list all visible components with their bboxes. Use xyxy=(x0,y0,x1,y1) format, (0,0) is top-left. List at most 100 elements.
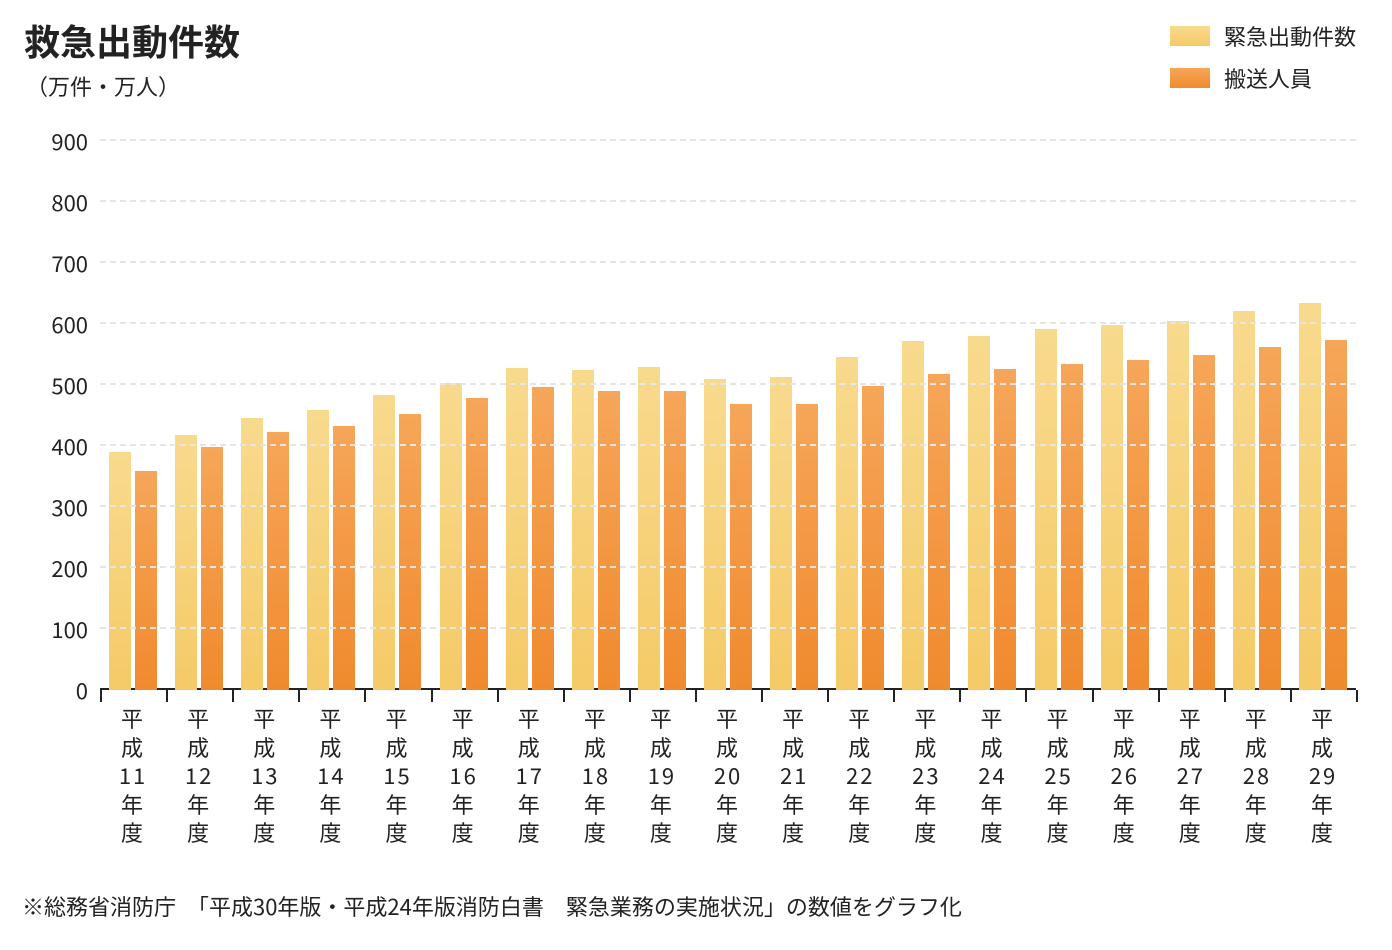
y-tick-label: 0 xyxy=(76,674,100,706)
bar-group xyxy=(629,110,695,690)
x-tick xyxy=(761,690,763,702)
bar-series1 xyxy=(968,336,990,690)
bar-series2 xyxy=(201,447,223,690)
x-tick xyxy=(629,690,631,702)
x-axis-label: 平成27年度 xyxy=(1158,704,1224,847)
bar-series1 xyxy=(572,370,594,690)
bar-series1 xyxy=(902,341,924,690)
x-axis-label: 平成23年度 xyxy=(893,704,959,847)
grid-line xyxy=(100,444,1356,446)
x-axis-label: 平成26年度 xyxy=(1092,704,1158,847)
x-tick xyxy=(298,690,300,702)
bar-series1 xyxy=(1101,325,1123,690)
footnote: ※総務省消防庁 「平成30年版・平成24年版消防白書 緊急業務の実施状況」の数値… xyxy=(22,890,962,922)
x-axis-label: 平成16年度 xyxy=(431,704,497,847)
chart-container: 救急出動件数 （万件・万人） 緊急出動件数 搬送人員 0100200300400… xyxy=(0,0,1392,950)
bar-group xyxy=(1290,110,1356,690)
bar-group xyxy=(761,110,827,690)
x-tick xyxy=(497,690,499,702)
y-tick-label: 600 xyxy=(51,308,100,340)
x-tick xyxy=(1025,690,1027,702)
x-axis-label: 平成17年度 xyxy=(497,704,563,847)
grid-line xyxy=(100,322,1356,324)
x-axis-labels: 平成11年度平成12年度平成13年度平成14年度平成15年度平成16年度平成17… xyxy=(100,704,1356,847)
y-tick-label: 300 xyxy=(51,491,100,523)
bar-group xyxy=(298,110,364,690)
bar-series2 xyxy=(928,374,950,690)
bar-series1 xyxy=(836,357,858,690)
x-tick xyxy=(563,690,565,702)
x-tick xyxy=(1290,690,1292,702)
x-tick xyxy=(100,690,102,702)
bar-series2 xyxy=(862,386,884,690)
bar-series2 xyxy=(730,404,752,690)
grid-line xyxy=(100,139,1356,141)
x-tick xyxy=(431,690,433,702)
legend-item-series1: 緊急出動件数 xyxy=(1170,20,1356,52)
bar-group xyxy=(1158,110,1224,690)
y-axis-label: （万件・万人） xyxy=(26,70,180,102)
x-axis-label: 平成12年度 xyxy=(166,704,232,847)
grid-line xyxy=(100,566,1356,568)
bar-series1 xyxy=(241,418,263,690)
bar-series1 xyxy=(770,377,792,690)
bar-series1 xyxy=(109,452,131,690)
y-tick-label: 700 xyxy=(51,247,100,279)
x-tick xyxy=(1356,690,1358,702)
x-axis-label: 平成18年度 xyxy=(563,704,629,847)
x-tick xyxy=(166,690,168,702)
x-tick xyxy=(827,690,829,702)
x-axis-label: 平成13年度 xyxy=(232,704,298,847)
y-tick-label: 200 xyxy=(51,552,100,584)
bar-group xyxy=(364,110,430,690)
x-tick xyxy=(232,690,234,702)
bar-series1 xyxy=(373,395,395,690)
bar-series2 xyxy=(466,398,488,690)
x-axis-label: 平成14年度 xyxy=(298,704,364,847)
bar-series2 xyxy=(1061,364,1083,690)
bar-group xyxy=(1092,110,1158,690)
bar-group xyxy=(232,110,298,690)
chart-title: 救急出動件数 xyxy=(24,14,240,66)
x-tick xyxy=(959,690,961,702)
bar-series2 xyxy=(399,414,421,690)
y-tick-label: 500 xyxy=(51,369,100,401)
x-axis-label: 平成29年度 xyxy=(1290,704,1356,847)
bar-series1 xyxy=(307,410,329,690)
bar-group xyxy=(695,110,761,690)
x-axis-label: 平成20年度 xyxy=(695,704,761,847)
legend-item-series2: 搬送人員 xyxy=(1170,62,1356,94)
x-axis-label: 平成22年度 xyxy=(827,704,893,847)
x-axis-label: 平成28年度 xyxy=(1224,704,1290,847)
x-tick xyxy=(1224,690,1226,702)
x-axis-label: 平成24年度 xyxy=(959,704,1025,847)
x-tick xyxy=(695,690,697,702)
bar-group xyxy=(563,110,629,690)
legend-swatch-series1 xyxy=(1170,26,1210,46)
bar-series2 xyxy=(1193,355,1215,690)
bar-series1 xyxy=(175,435,197,690)
bars-wrap xyxy=(100,110,1356,690)
x-tick xyxy=(1092,690,1094,702)
bar-series2 xyxy=(532,387,554,690)
y-tick-label: 900 xyxy=(51,125,100,157)
bar-group xyxy=(1224,110,1290,690)
grid-line xyxy=(100,261,1356,263)
bar-series1 xyxy=(704,379,726,690)
bar-series1 xyxy=(1233,311,1255,690)
bar-series1 xyxy=(440,383,462,690)
bar-group xyxy=(1026,110,1092,690)
bar-series1 xyxy=(638,367,660,690)
bar-series2 xyxy=(333,426,355,690)
x-tick xyxy=(364,690,366,702)
x-tick xyxy=(893,690,895,702)
x-axis-label: 平成19年度 xyxy=(629,704,695,847)
bar-series1 xyxy=(1299,303,1321,690)
y-tick-label: 400 xyxy=(51,430,100,462)
bar-series2 xyxy=(1259,347,1281,690)
y-tick-label: 800 xyxy=(51,186,100,218)
bar-group xyxy=(166,110,232,690)
legend-label-series2: 搬送人員 xyxy=(1224,62,1312,94)
chart-plot-area: 0100200300400500600700800900 xyxy=(100,110,1356,690)
x-axis-label: 平成21年度 xyxy=(761,704,827,847)
